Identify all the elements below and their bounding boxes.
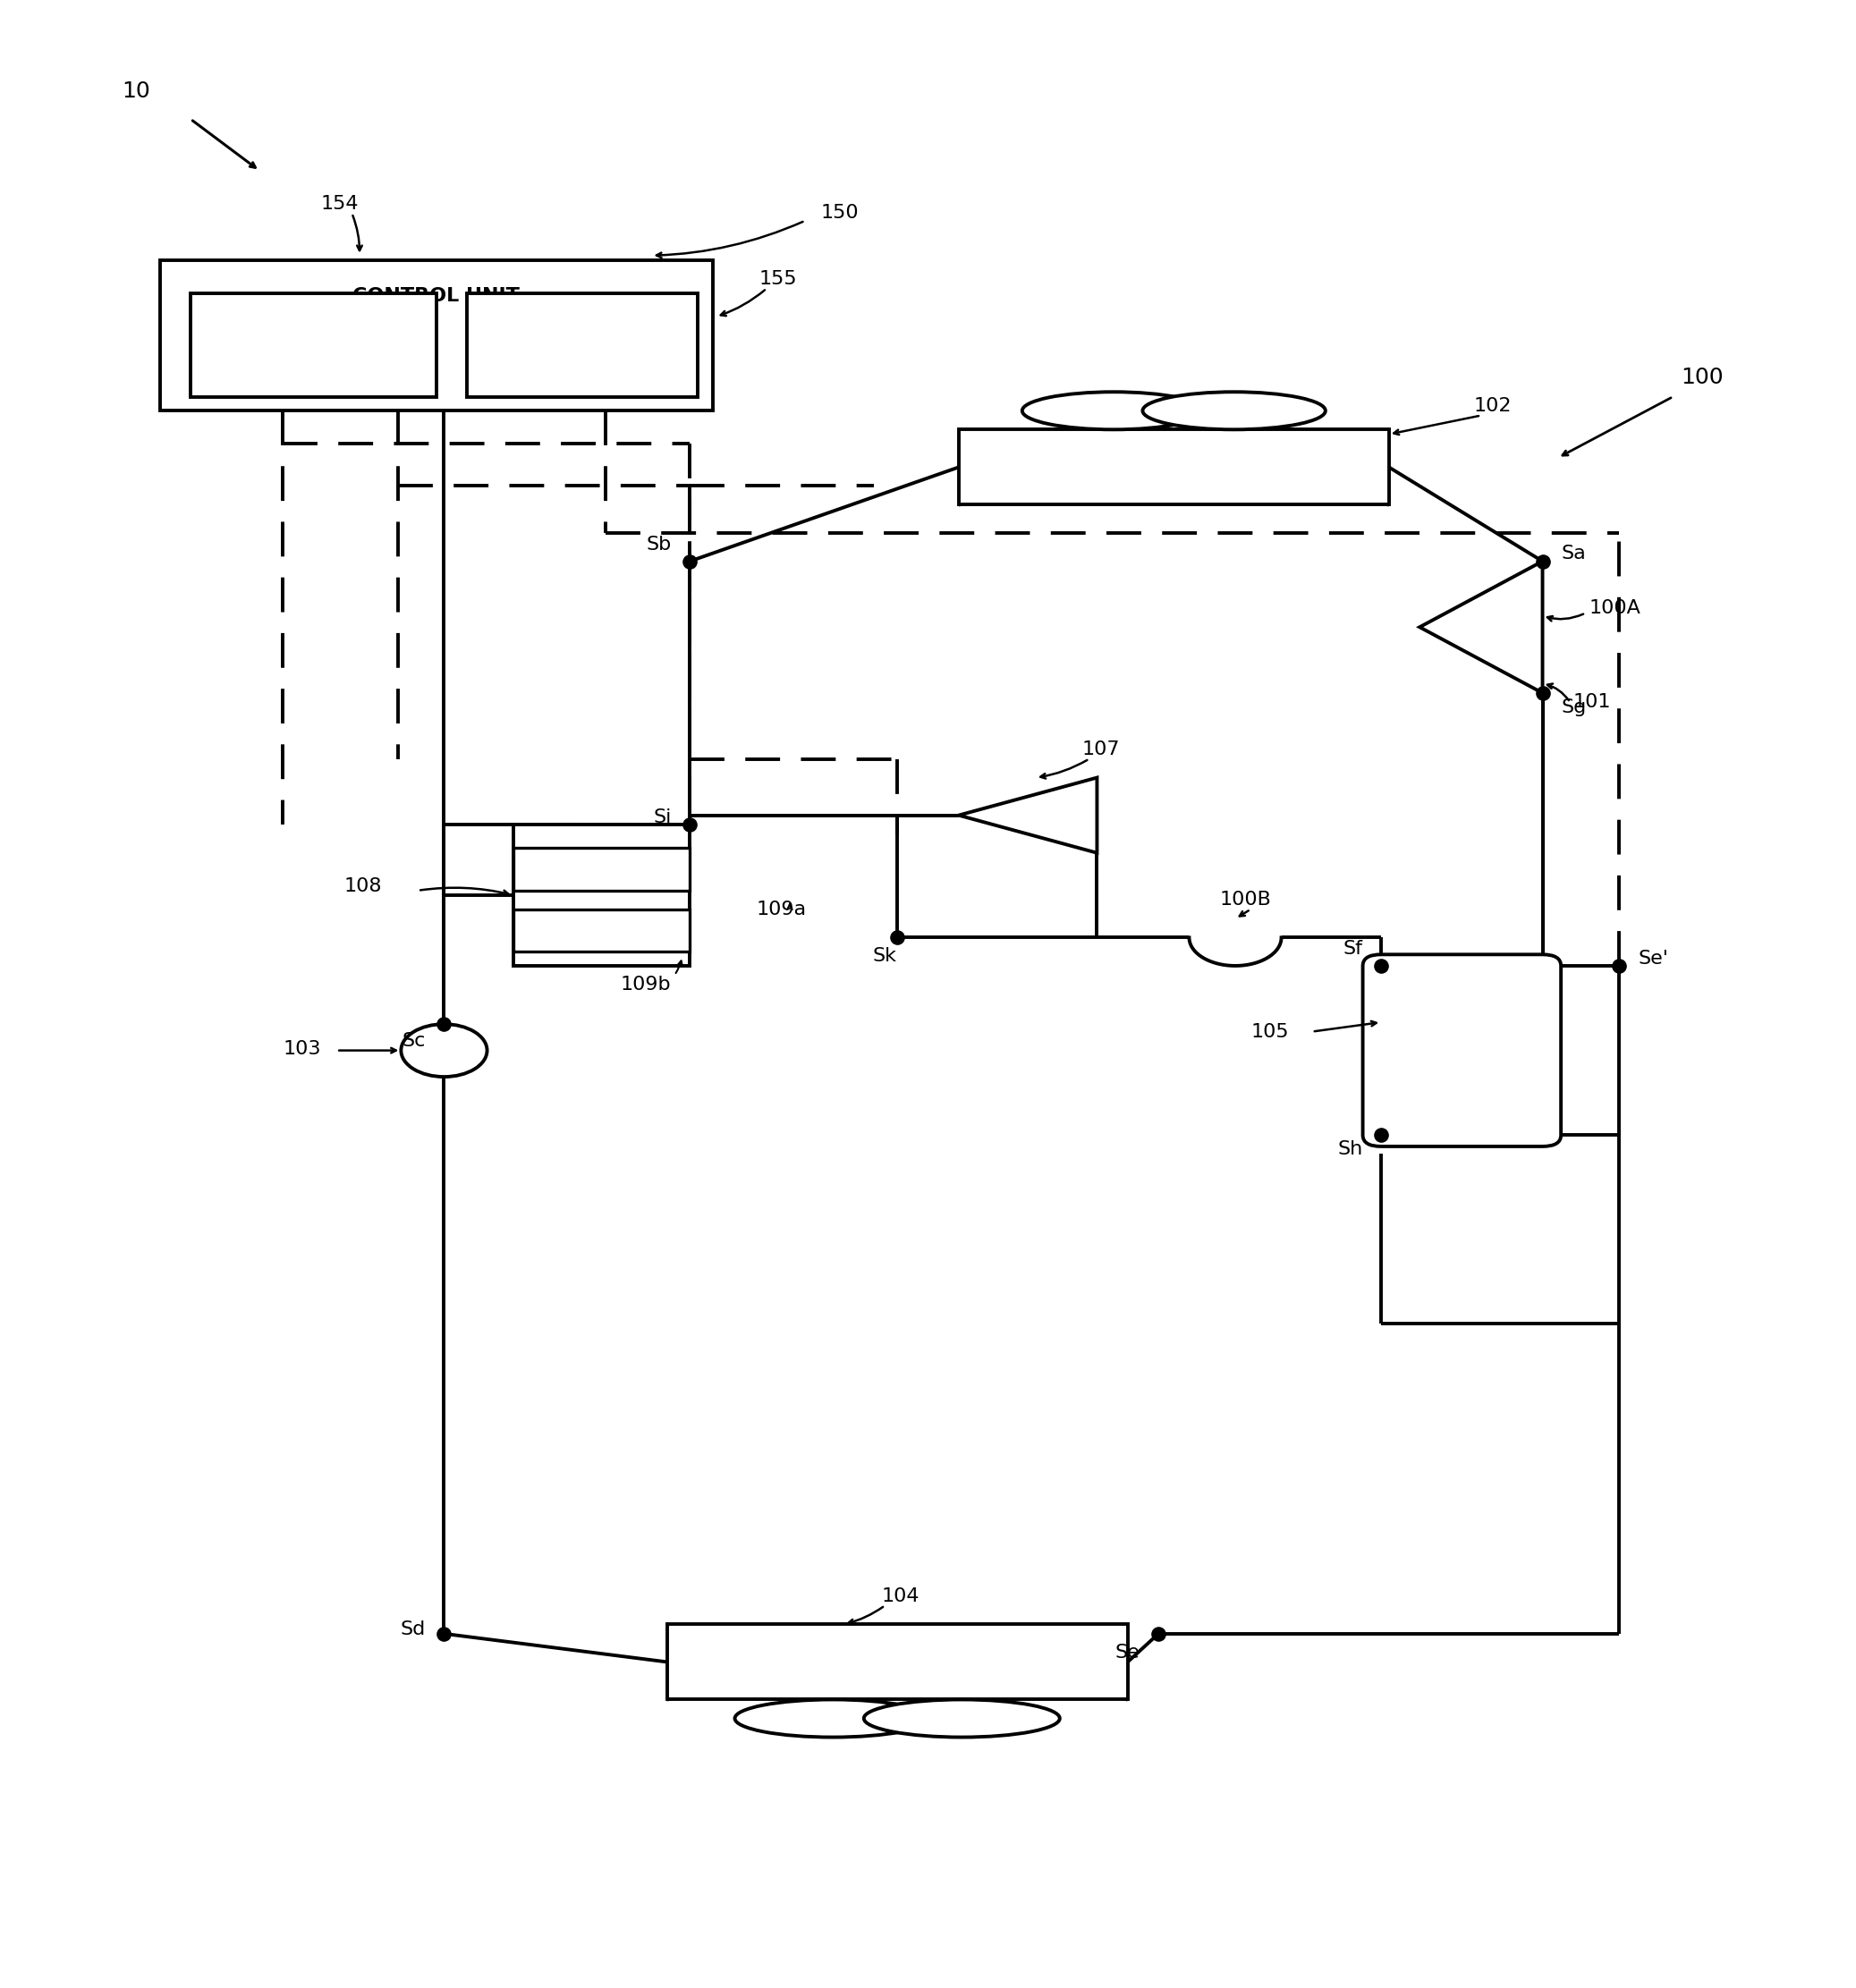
- Bar: [666, 1624, 1128, 1700]
- Ellipse shape: [735, 1700, 930, 1738]
- Point: [1604, 950, 1633, 982]
- Ellipse shape: [863, 1700, 1060, 1738]
- Text: Se: Se: [1115, 1644, 1140, 1662]
- Bar: [960, 429, 1388, 505]
- Text: Sd: Sd: [401, 1620, 425, 1638]
- Text: 108: 108: [343, 877, 382, 895]
- Bar: [191, 292, 436, 398]
- Point: [1366, 950, 1396, 982]
- Text: 101: 101: [1574, 694, 1611, 712]
- Point: [1527, 678, 1557, 710]
- Text: 107: 107: [1082, 740, 1119, 757]
- Text: Sb: Sb: [646, 535, 672, 553]
- Point: [1527, 545, 1557, 577]
- Text: 102: 102: [1474, 398, 1511, 415]
- Circle shape: [401, 1024, 486, 1077]
- Text: 100A: 100A: [1589, 598, 1641, 616]
- Text: Sa: Sa: [1561, 545, 1585, 563]
- Bar: [514, 909, 690, 952]
- Polygon shape: [1420, 561, 1542, 694]
- Bar: [468, 292, 698, 398]
- FancyBboxPatch shape: [1362, 954, 1561, 1147]
- Text: 150: 150: [820, 205, 859, 223]
- Bar: [160, 260, 713, 412]
- Text: RECEPTION
UNIT: RECEPTION UNIT: [251, 326, 377, 364]
- Point: [429, 1618, 458, 1650]
- Text: TRANSMISSION
UNIT: TRANSMISSION UNIT: [497, 326, 668, 364]
- Text: Sc: Sc: [403, 1032, 425, 1050]
- Text: Sg: Sg: [1561, 698, 1587, 716]
- Point: [676, 545, 705, 577]
- Point: [1143, 1618, 1173, 1650]
- Text: 103: 103: [282, 1040, 321, 1058]
- Text: 100B: 100B: [1219, 891, 1271, 909]
- Bar: [514, 849, 690, 891]
- Point: [676, 809, 705, 841]
- Text: 155: 155: [759, 270, 796, 288]
- Text: 105: 105: [1251, 1022, 1288, 1040]
- Text: CONTROL UNIT: CONTROL UNIT: [353, 286, 520, 304]
- Point: [429, 1008, 458, 1040]
- Text: 104: 104: [882, 1586, 921, 1604]
- Point: [1366, 1119, 1396, 1151]
- Text: 10: 10: [121, 80, 150, 101]
- Polygon shape: [960, 777, 1097, 853]
- Text: Sh: Sh: [1338, 1141, 1362, 1159]
- Text: Se': Se': [1637, 950, 1669, 968]
- Text: Sk: Sk: [872, 948, 896, 966]
- Text: 100: 100: [1682, 368, 1724, 388]
- Text: 109b: 109b: [620, 976, 672, 994]
- Text: 109a: 109a: [755, 901, 806, 918]
- Text: Sf: Sf: [1344, 940, 1362, 958]
- Text: Sj: Sj: [653, 809, 672, 827]
- Point: [882, 922, 911, 954]
- Ellipse shape: [1023, 392, 1205, 429]
- Bar: [514, 825, 690, 966]
- Text: 154: 154: [321, 195, 360, 213]
- Ellipse shape: [1143, 392, 1325, 429]
